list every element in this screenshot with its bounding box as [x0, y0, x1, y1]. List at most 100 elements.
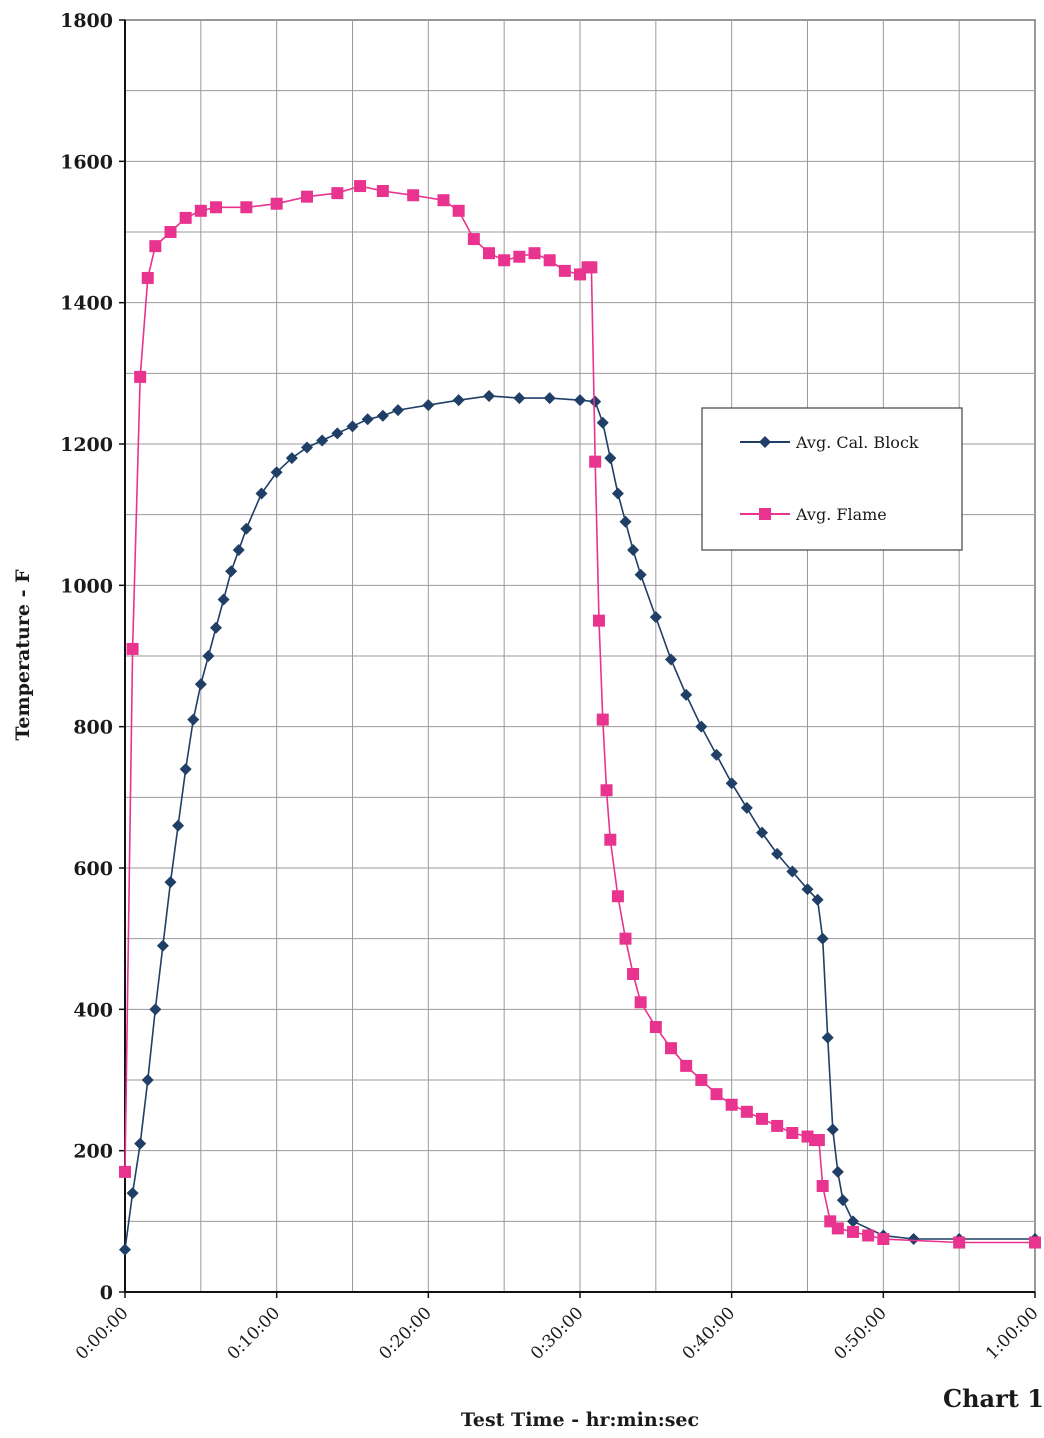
data-point — [240, 522, 253, 535]
data-point — [725, 1098, 738, 1111]
data-point — [771, 847, 784, 860]
data-point — [232, 544, 245, 556]
data-point — [210, 201, 222, 214]
data-point — [589, 455, 602, 468]
data-point — [346, 420, 359, 433]
data-point — [513, 250, 526, 263]
y-tick-label: 400 — [73, 999, 113, 1021]
data-point — [331, 187, 344, 200]
data-point — [585, 261, 598, 274]
data-point — [740, 1105, 753, 1118]
data-point — [665, 653, 677, 666]
data-point — [179, 763, 192, 776]
data-point — [801, 883, 814, 896]
data-point — [877, 1233, 890, 1245]
x-tick-label: 0:50:00 — [830, 1303, 890, 1363]
data-point — [836, 1194, 849, 1207]
data-point — [498, 254, 511, 267]
x-tick-label: 0:10:00 — [224, 1303, 284, 1363]
series-avg-flame — [119, 180, 1041, 1249]
data-point — [604, 833, 617, 846]
data-point — [574, 394, 586, 407]
data-point — [847, 1215, 859, 1228]
data-point — [831, 1165, 844, 1178]
data-point — [119, 1165, 131, 1178]
data-point — [301, 441, 313, 454]
data-point — [600, 784, 613, 797]
data-point — [467, 233, 480, 246]
x-tick-label: 0:40:00 — [679, 1303, 739, 1363]
data-point — [710, 748, 723, 761]
data-point — [483, 389, 495, 402]
data-point — [164, 226, 177, 238]
data-point — [811, 893, 824, 906]
data-point — [756, 826, 768, 839]
legend-box — [701, 407, 963, 551]
data-point — [771, 1119, 784, 1132]
legend: Avg. Cal. Block Avg. Flame — [701, 407, 963, 551]
data-point — [285, 452, 298, 465]
data-point — [376, 409, 389, 422]
y-tick-label: 800 — [73, 717, 113, 739]
y-tick-label: 1800 — [60, 10, 113, 32]
data-point — [604, 452, 617, 465]
data-point — [907, 1233, 920, 1245]
data-point — [596, 713, 609, 726]
data-point — [649, 611, 662, 624]
data-point — [202, 650, 215, 662]
y-tick-label: 0 — [100, 1282, 113, 1304]
data-point — [255, 487, 268, 500]
data-point — [126, 1187, 139, 1200]
data-point — [1029, 1236, 1041, 1249]
data-point — [452, 204, 465, 217]
data-point — [619, 932, 632, 945]
data-point — [513, 392, 526, 405]
data-point — [953, 1236, 966, 1249]
data-point — [149, 240, 162, 253]
data-point — [361, 413, 374, 426]
data-point — [558, 264, 571, 277]
data-point — [786, 865, 799, 878]
x-axis-ticks: 0:00:00 0:10:00 0:20:00 0:30:00 0:40:00 0:50:… — [72, 1292, 1043, 1364]
x-tick-label: 0:30:00 — [527, 1303, 587, 1363]
data-point — [634, 996, 647, 1009]
data-point — [331, 427, 344, 440]
data-point — [126, 642, 139, 655]
data-point — [862, 1229, 875, 1242]
data-point — [816, 1180, 829, 1192]
data-point — [596, 416, 609, 429]
data-point — [695, 720, 708, 733]
data-point — [354, 180, 367, 193]
x-tick-label: 0:00:00 — [72, 1303, 132, 1363]
data-point — [270, 466, 283, 479]
data-point — [812, 1134, 825, 1147]
data-point — [710, 1088, 723, 1101]
data-point — [847, 1225, 859, 1238]
data-point — [821, 1031, 834, 1044]
data-point — [680, 1059, 693, 1072]
chart-caption: Chart 1 — [943, 1384, 1044, 1413]
y-axis-label: Temperature - F — [12, 569, 34, 741]
data-point — [194, 678, 207, 691]
data-point — [134, 1137, 147, 1150]
y-tick-label: 1600 — [60, 151, 113, 173]
legend-label-flame: Avg. Flame — [795, 505, 887, 524]
data-point — [634, 568, 647, 581]
data-point — [194, 204, 207, 217]
data-point — [141, 1074, 154, 1086]
data-point — [179, 211, 192, 224]
data-point — [141, 271, 154, 284]
x-tick-label: 1:00:00 — [982, 1303, 1042, 1363]
data-point — [611, 487, 624, 500]
legend-marker-cal-block — [759, 436, 771, 448]
data-point — [119, 1243, 131, 1256]
data-point — [665, 1042, 677, 1055]
data-point — [543, 392, 556, 405]
data-point — [627, 544, 640, 556]
data-point — [316, 434, 329, 447]
data-point — [172, 819, 185, 832]
data-point — [725, 777, 738, 790]
series-avg-cal-block — [119, 389, 1041, 1256]
data-point — [187, 713, 200, 726]
